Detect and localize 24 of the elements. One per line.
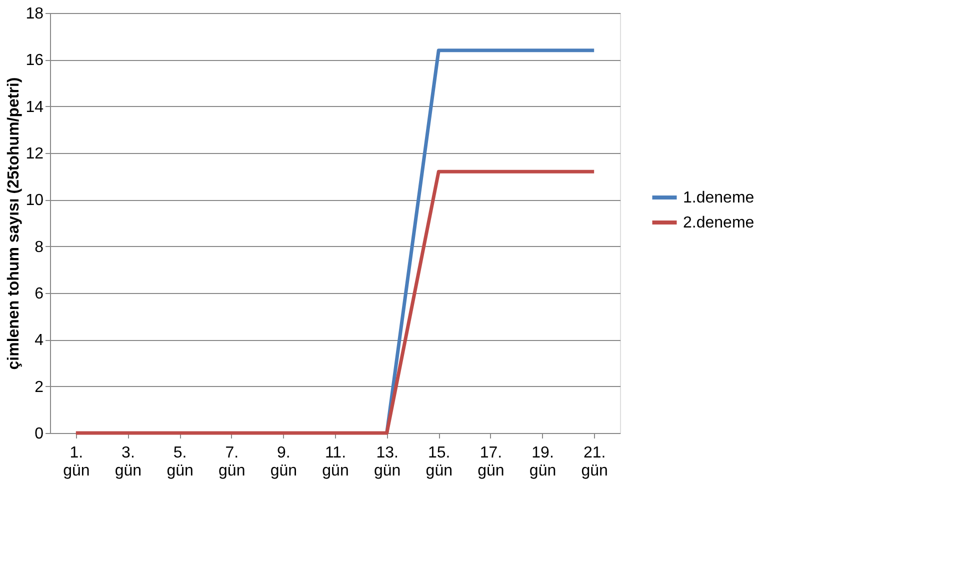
y-tick-label: 8 [34,238,44,256]
x-tick-label: 17. gün [478,444,504,480]
x-tick-label: 3. gün [114,444,142,480]
legend-label: 2.deneme [683,214,754,232]
y-axis-title: çimlenen tohum sayısı (25tohum/petri) [6,77,23,370]
x-tick-label: 21. gün [581,444,608,480]
x-tick-label: 13. gün [374,444,401,480]
x-tick-label: 1. gün [63,444,90,480]
x-tick-label: 19. gün [529,444,556,480]
x-tick-label: 11. gün [322,444,349,480]
legend-label: 1.deneme [683,190,754,206]
x-tick-label: 7. gün [218,444,246,480]
x-tick-label: 15. gün [426,444,452,480]
y-tick-label: 0 [34,426,44,442]
y-tick-label: 16 [26,52,44,70]
x-tick-label: 9. gün [270,444,298,480]
y-tick-label: 14 [26,98,44,116]
y-tick-label: 10 [26,192,44,210]
x-tick-label: 5. gün [166,444,194,480]
y-tick-label: 18 [26,6,44,22]
y-tick-label: 4 [34,332,44,350]
y-tick-label: 2 [34,378,44,396]
y-tick-label: 6 [34,286,44,302]
y-tick-label: 12 [26,146,44,162]
